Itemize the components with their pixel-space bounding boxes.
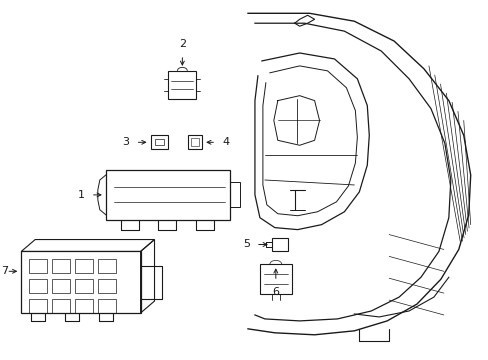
Text: 2: 2 (179, 39, 185, 49)
Text: 4: 4 (222, 137, 229, 147)
Bar (105, 170, 230, 220)
Text: 1: 1 (78, 190, 85, 200)
Bar (29, 299, 47, 313)
Bar (98, 299, 116, 313)
Bar (21, 251, 141, 313)
Bar (52, 260, 70, 273)
Bar (52, 299, 70, 313)
Bar (98, 279, 116, 293)
Bar (29, 279, 47, 293)
Text: 5: 5 (243, 239, 249, 249)
Bar (191, 138, 199, 146)
Bar (29, 260, 47, 273)
Bar (75, 299, 93, 313)
Bar (75, 279, 93, 293)
Text: 7: 7 (1, 266, 8, 276)
Bar (271, 238, 287, 251)
Bar (52, 279, 70, 293)
Bar (154, 139, 164, 145)
Bar (230, 182, 240, 207)
Text: 6: 6 (272, 287, 279, 297)
Bar (188, 135, 202, 149)
Bar (98, 260, 116, 273)
Text: 3: 3 (122, 137, 129, 147)
Bar (168, 71, 196, 99)
Bar (260, 264, 291, 294)
Bar (150, 135, 168, 149)
Bar (75, 260, 93, 273)
